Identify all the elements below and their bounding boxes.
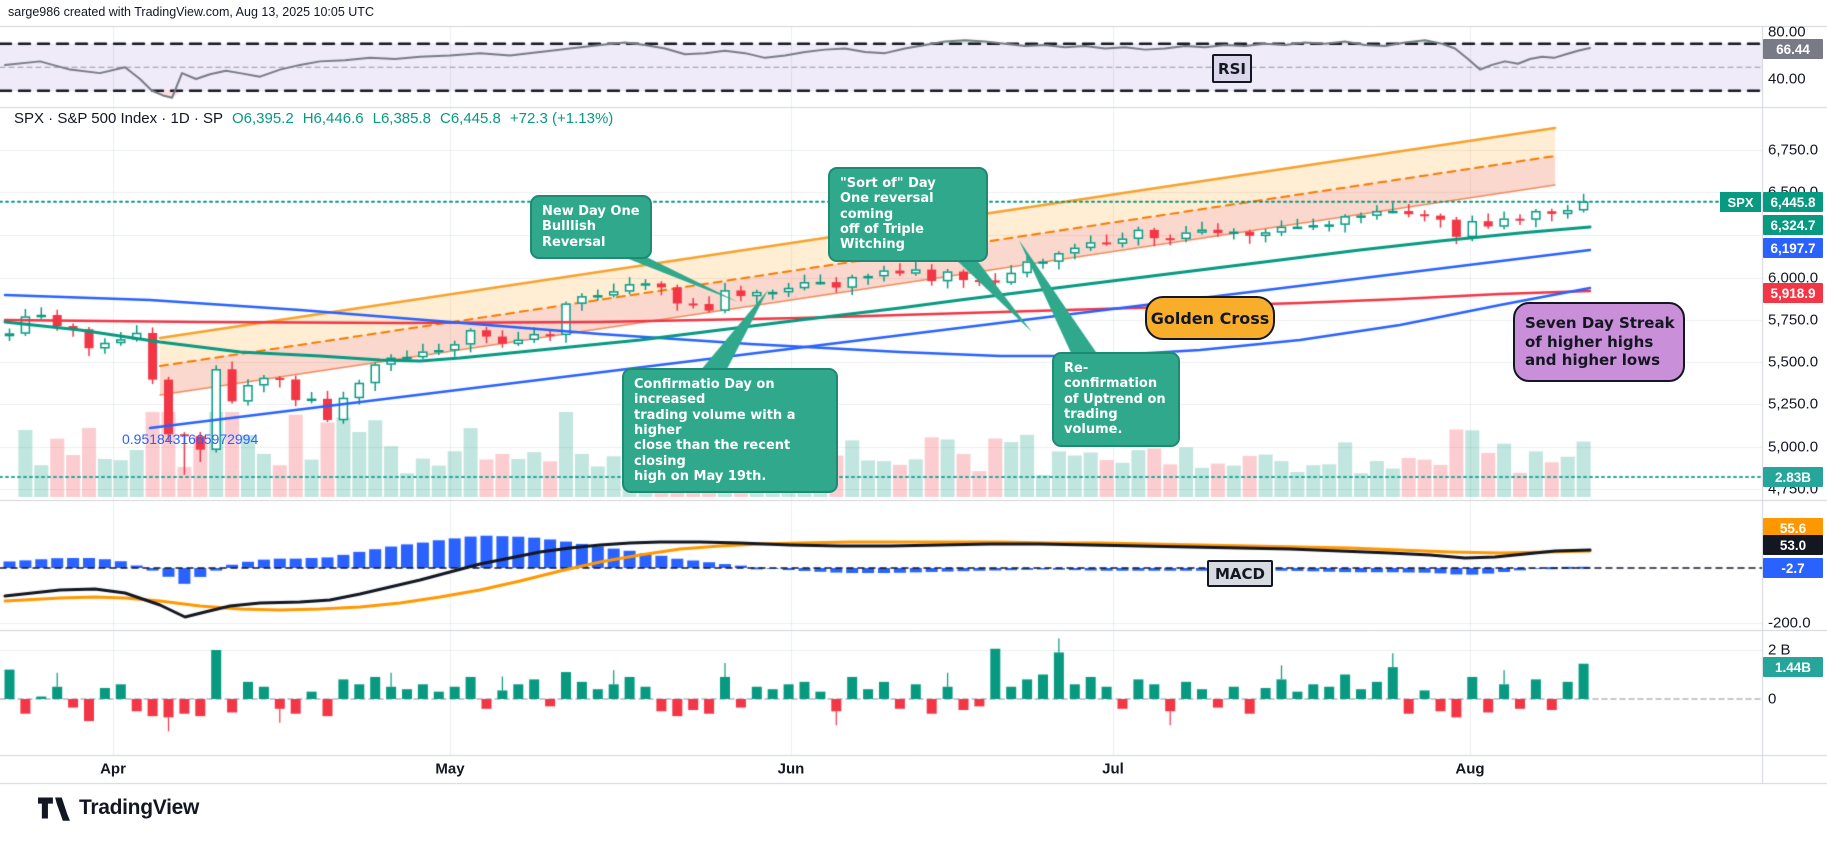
price-axis-label: -200.0 bbox=[1768, 614, 1811, 632]
axis-value-badge: 6,445.8 bbox=[1763, 192, 1823, 212]
tradingview-logo[interactable]: TradingView bbox=[38, 795, 199, 821]
price-axis-label: 2 B bbox=[1768, 641, 1791, 659]
price-axis-label: 0 bbox=[1768, 690, 1777, 708]
price-axis-label: 40.00 bbox=[1768, 70, 1806, 88]
callout-confirmation-day[interactable]: Confirmatio Day on increased trading vol… bbox=[622, 368, 838, 494]
price-axis-label: 6,750.0 bbox=[1768, 141, 1819, 159]
ohlc-close: C6,445.8 bbox=[440, 110, 501, 127]
ohlc-change: +72.3 (+1.13%) bbox=[509, 110, 614, 127]
price-axis-label: 5,250.0 bbox=[1768, 395, 1819, 413]
axis-value-badge: 5,918.9 bbox=[1763, 283, 1823, 303]
price-axis-label: 80.00 bbox=[1768, 23, 1806, 41]
golden-cross-badge[interactable]: Golden Cross bbox=[1145, 296, 1275, 340]
axis-value-badge: 1.44B bbox=[1763, 657, 1823, 677]
trendline-ratio-label[interactable]: 0.9518431665972994 bbox=[122, 431, 259, 447]
ohlc-open: O6,395.2 bbox=[232, 110, 294, 127]
axis-value-badge: 2.83B bbox=[1763, 467, 1823, 487]
axis-value-badge: 53.0 bbox=[1763, 535, 1823, 555]
price-axis-label: 6,000.0 bbox=[1768, 269, 1819, 287]
macd-pane-label[interactable]: MACD bbox=[1207, 560, 1273, 587]
spx-axis-marker: SPX bbox=[1720, 192, 1761, 212]
time-axis-label-jul: Jul bbox=[1102, 760, 1124, 778]
tradingview-logo-icon bbox=[38, 797, 70, 821]
price-axis-label: 5,750.0 bbox=[1768, 311, 1819, 329]
symbol-title: SPX · S&P 500 Index · 1D · SP bbox=[14, 110, 223, 127]
callout-new-day-one[interactable]: New Day One Bulllish Reversal bbox=[530, 195, 652, 259]
time-axis-label-aug: Aug bbox=[1455, 760, 1485, 778]
axis-value-badge: -2.7 bbox=[1763, 558, 1823, 578]
tradingview-logo-text: TradingView bbox=[79, 796, 200, 819]
time-axis-label-may: May bbox=[435, 760, 465, 778]
rsi-pane-label[interactable]: RSI bbox=[1212, 54, 1252, 83]
time-axis-label-jun: Jun bbox=[777, 760, 805, 778]
ohlc-high: H6,446.6 bbox=[302, 110, 364, 127]
seven-day-streak-badge[interactable]: Seven Day Streak of higher highs and hig… bbox=[1513, 302, 1685, 382]
axis-value-badge: 6,197.7 bbox=[1763, 238, 1823, 258]
callout-reconfirmation[interactable]: Re-confirmation of Uptrend on trading vo… bbox=[1052, 352, 1180, 447]
axis-value-badge: 55.6 bbox=[1763, 518, 1823, 538]
ohlc-low: L6,385.8 bbox=[372, 110, 431, 127]
axis-value-badge: 6,324.7 bbox=[1763, 215, 1823, 235]
symbol-header[interactable]: SPX · S&P 500 Index · 1D · SP O6,395.2 H… bbox=[14, 110, 613, 127]
callout-sort-of-day-one[interactable]: "Sort of" Day One reversal coming off of… bbox=[828, 167, 988, 262]
price-axis-label: 5,000.0 bbox=[1768, 438, 1819, 456]
axis-value-badge: 66.44 bbox=[1763, 39, 1823, 59]
time-axis-label-apr: Apr bbox=[100, 760, 126, 778]
attribution-text: sarge986 created with TradingView.com, A… bbox=[8, 5, 374, 19]
price-axis-label: 5,500.0 bbox=[1768, 353, 1819, 371]
